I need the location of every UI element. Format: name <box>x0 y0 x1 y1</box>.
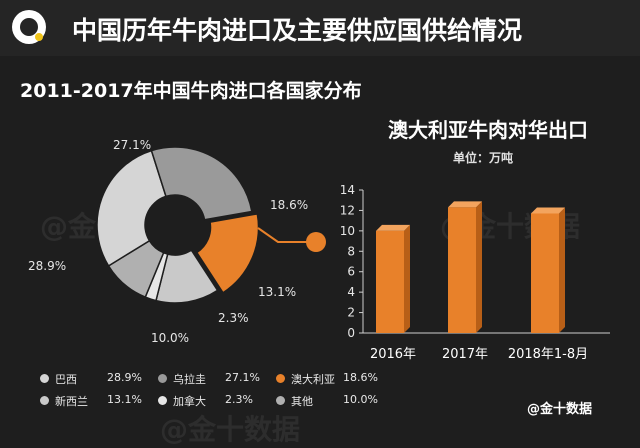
pie-chart-title: 2011-2017年中国牛肉进口各国家分布 <box>20 80 362 102</box>
highlight-callout-dot <box>306 232 326 252</box>
legend-value: 2.3% <box>225 393 253 406</box>
legend-swatch <box>276 396 285 405</box>
bar <box>448 207 476 333</box>
bar-chart-title: 澳大利亚牛肉对华出口 <box>388 118 588 142</box>
legend-label: 加拿大 <box>173 395 206 408</box>
pie-slice <box>195 212 260 294</box>
y-tick-label: 14 <box>340 183 355 197</box>
bar-top <box>376 224 410 231</box>
legend-swatch <box>40 396 49 405</box>
legend-label: 澳大利亚 <box>291 373 335 386</box>
legend-value: 10.0% <box>343 393 378 406</box>
bar-side <box>476 201 482 333</box>
header-bar: 中国历年牛肉进口及主要供应国供给情况 <box>0 0 640 56</box>
highlight-callout-line <box>257 227 308 243</box>
legend-swatch <box>40 374 49 383</box>
y-tick-label: 12 <box>340 203 355 217</box>
bar <box>531 213 559 333</box>
jin10-logo-icon <box>12 10 46 44</box>
bar-top <box>531 207 565 214</box>
legend-value: 18.6% <box>343 371 378 384</box>
bar-chart-unit: 单位：万吨 <box>453 151 514 165</box>
y-tick-label: 10 <box>340 224 355 238</box>
bar <box>376 230 404 333</box>
bar-side <box>559 207 565 333</box>
y-tick-label: 6 <box>347 265 355 279</box>
legend-value: 27.1% <box>225 371 260 384</box>
legend-value: 28.9% <box>107 371 142 384</box>
legend-label: 巴西 <box>55 373 77 386</box>
bar-top <box>448 201 482 208</box>
y-tick-label: 2 <box>347 306 355 320</box>
pie-slice-label: 2.3% <box>218 311 249 325</box>
legend-swatch <box>158 396 167 405</box>
y-tick-label: 0 <box>347 326 355 340</box>
pie-slice-label: 13.1% <box>258 285 296 299</box>
source-credit: @金十数据 <box>527 402 593 417</box>
bar-side <box>404 224 410 333</box>
legend-label: 其他 <box>291 395 313 408</box>
legend-label: 新西兰 <box>55 395 88 408</box>
pie-slice-label: 27.1% <box>113 138 151 152</box>
legend-swatch <box>158 374 167 383</box>
legend-value: 13.1% <box>107 393 142 406</box>
page-title: 中国历年牛肉进口及主要供应国供给情况 <box>72 16 523 45</box>
donut-hole <box>145 195 205 255</box>
legend-label: 乌拉圭 <box>173 373 206 386</box>
y-tick-label: 4 <box>347 285 355 299</box>
x-tick-label: 2016年 <box>370 347 416 362</box>
pie-slice-label: 28.9% <box>28 259 66 273</box>
watermark: @金十数据 <box>160 413 301 446</box>
x-tick-label: 2018年1-8月 <box>508 347 588 362</box>
legend-swatch <box>276 374 285 383</box>
x-tick-label: 2017年 <box>442 347 488 362</box>
y-tick-label: 8 <box>347 244 355 258</box>
pie-slice-label: 18.6% <box>270 198 308 212</box>
pie-slice-label: 10.0% <box>151 331 189 345</box>
